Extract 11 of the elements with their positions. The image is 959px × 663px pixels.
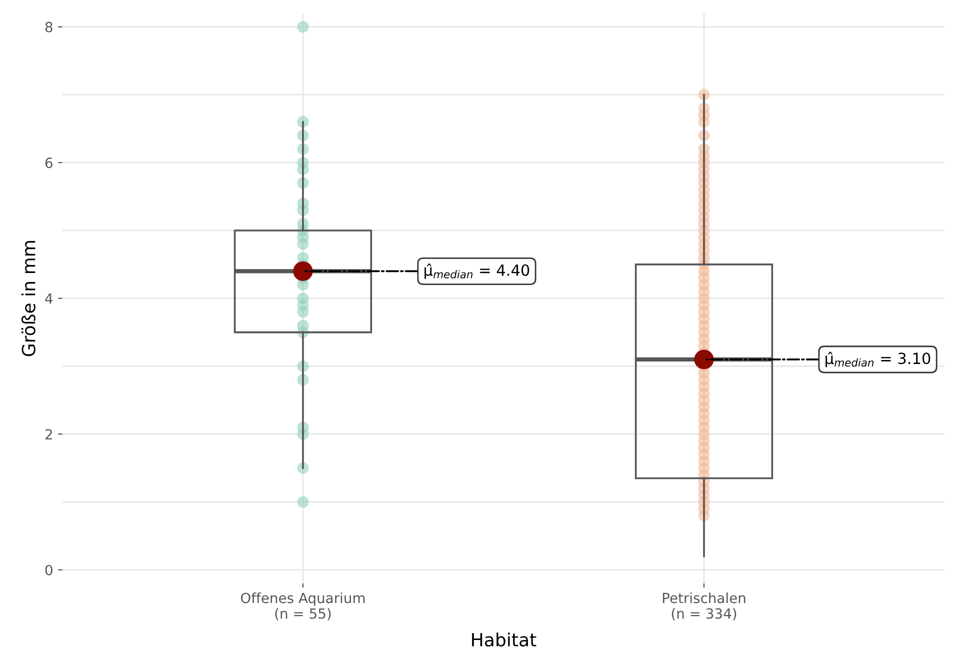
annotation: μ̂$_{median}$ = 4.40 xyxy=(424,263,530,279)
x-axis-title: Habitat xyxy=(472,632,536,647)
y-tick-label: 0 xyxy=(45,564,52,576)
y-tick-label: 6 xyxy=(45,158,52,168)
x-tick-label: Petrischalen (n = 334) xyxy=(662,592,746,620)
y-tick-label: 8 xyxy=(45,22,52,32)
y-tick-label: 4 xyxy=(45,294,53,304)
y-tick-label: 2 xyxy=(45,429,52,440)
annotation: μ̂$_{median}$ = 3.10 xyxy=(826,352,930,368)
y-axis-title: Größe in mm xyxy=(21,241,36,356)
x-tick-label: Offenes Aquarium (n = 55) xyxy=(240,592,365,620)
